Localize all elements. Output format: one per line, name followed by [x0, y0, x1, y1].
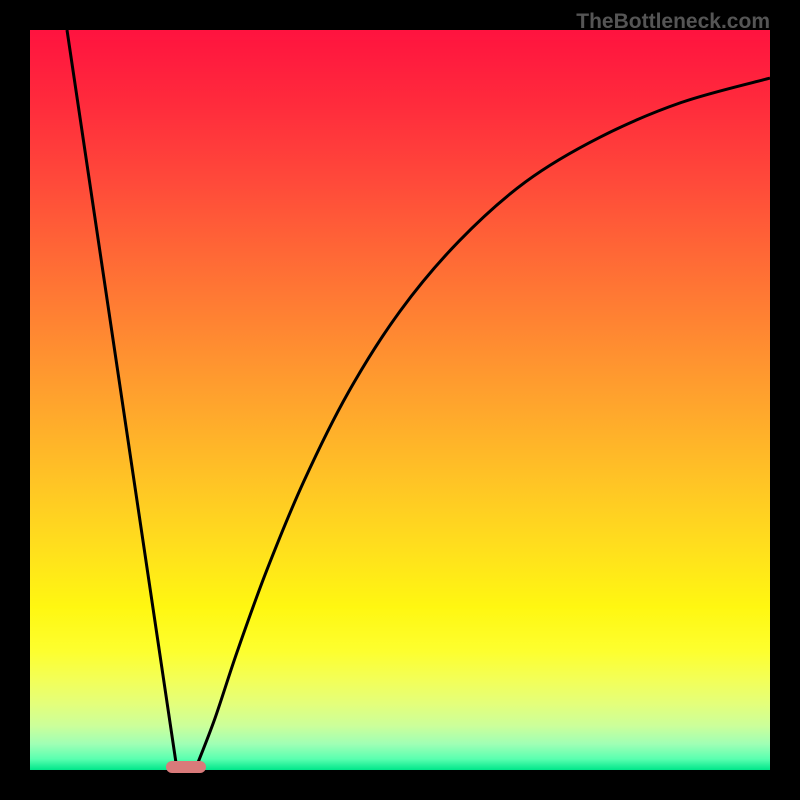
- bottleneck-chart: TheBottleneck.com: [0, 0, 800, 800]
- curve-layer: [30, 30, 770, 770]
- left-descending-line: [67, 30, 177, 766]
- watermark-text: TheBottleneck.com: [576, 10, 770, 34]
- plot-area: [30, 30, 770, 770]
- right-rising-curve: [197, 78, 771, 766]
- minimum-marker: [166, 761, 207, 772]
